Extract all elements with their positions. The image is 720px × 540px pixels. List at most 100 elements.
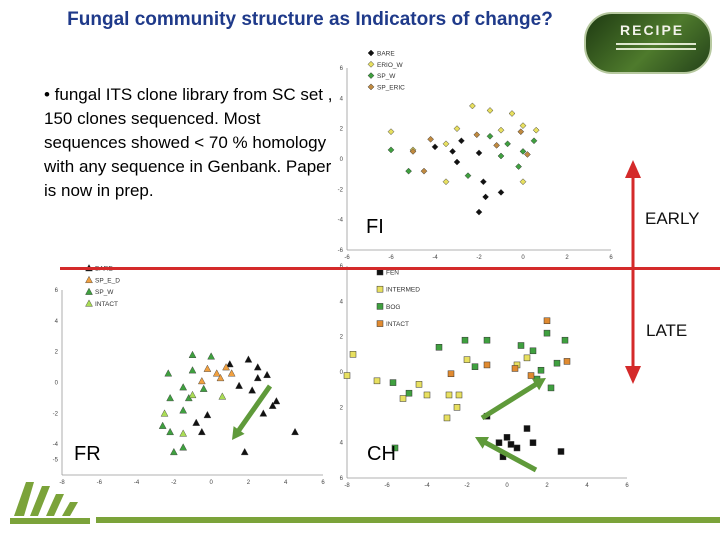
y-tick-label: -2 (53, 411, 59, 417)
data-point (442, 178, 450, 186)
data-point (563, 358, 571, 365)
legend-entry: SP_W (377, 73, 396, 80)
data-point (225, 360, 234, 368)
corner-logo-icon (10, 482, 90, 524)
data-point (447, 370, 455, 378)
y-tick-label: 4 (340, 96, 344, 102)
data-point (405, 167, 412, 175)
y-tick-label: -2 (338, 187, 344, 193)
x-tick-label: -4 (424, 483, 430, 489)
y-tick-label: 2 (340, 127, 344, 133)
data-point (244, 355, 253, 363)
y-tick-label: -4 (53, 442, 59, 448)
data-point (240, 447, 249, 456)
data-point (166, 427, 174, 436)
x-tick-label: 4 (284, 480, 288, 486)
legend-marker (376, 303, 384, 310)
data-point (461, 336, 469, 344)
data-point (547, 384, 555, 392)
y-tick-label: -6 (338, 248, 344, 254)
data-point (513, 444, 521, 452)
bullet-text: • fungal ITS clone library from SC set ,… (44, 85, 333, 200)
x-tick-label: -6 (384, 483, 390, 489)
late-label: LATE (646, 321, 688, 340)
y-tick-label: 4 (340, 441, 344, 447)
legend-marker (85, 287, 93, 295)
legend-entry: BOG (386, 304, 400, 311)
data-point (170, 447, 178, 456)
data-point (391, 444, 399, 452)
data-point (561, 336, 569, 344)
data-point (497, 126, 505, 134)
data-point (529, 347, 537, 355)
legend-entry: INTACT (386, 321, 409, 328)
data-point (511, 365, 519, 372)
legend-entry: BARE (377, 51, 395, 58)
data-point (532, 126, 540, 134)
data-point (495, 439, 503, 446)
recipe-logo-subtitle (616, 43, 696, 45)
legend-entry: ERIO_W (377, 62, 404, 69)
data-point (480, 178, 487, 186)
ch-trend-arrow-up (480, 378, 546, 421)
data-point (530, 137, 538, 145)
data-point (268, 401, 277, 409)
x-tick-label: 6 (625, 483, 629, 489)
data-point (482, 193, 489, 201)
data-point (527, 372, 535, 379)
data-point (192, 418, 201, 426)
x-tick-label: -2 (464, 483, 470, 489)
data-point (449, 148, 456, 155)
y-tick-label: 6 (340, 66, 344, 72)
legend-entry: FEN (386, 270, 399, 277)
x-tick-label: 2 (565, 255, 569, 261)
data-point (431, 143, 439, 151)
data-point (158, 421, 167, 429)
data-point (453, 125, 461, 133)
data-point (515, 163, 522, 170)
data-point (537, 366, 545, 374)
data-point (504, 140, 511, 148)
data-point (216, 373, 225, 382)
data-point (405, 389, 413, 397)
data-point (557, 448, 565, 455)
data-point (160, 409, 169, 417)
legend-entry: INTERMED (386, 287, 420, 294)
legend-entry: SP_ERIC (377, 84, 405, 91)
data-point (453, 404, 461, 411)
ch-plot-label: CH (367, 443, 396, 465)
data-point (519, 122, 527, 129)
data-point (188, 366, 197, 374)
x-tick-label: -4 (432, 255, 438, 261)
data-point (471, 363, 479, 370)
data-point (263, 370, 271, 378)
early-label: EARLY (645, 209, 700, 228)
x-tick-label: -2 (476, 255, 482, 261)
data-point (166, 393, 174, 402)
data-point (253, 363, 262, 371)
y-tick-label: 6 (55, 288, 59, 294)
data-point (387, 146, 395, 154)
data-point (497, 189, 505, 196)
legend-marker (376, 285, 384, 293)
data-point (523, 354, 531, 362)
data-point (212, 369, 221, 377)
y-tick-label: 2 (340, 335, 344, 341)
data-point (435, 344, 443, 351)
x-tick-label: 6 (321, 480, 325, 486)
fi-plot-label: FI (366, 216, 384, 238)
data-point (272, 397, 281, 405)
data-point (486, 107, 494, 114)
x-tick-label: -4 (134, 480, 140, 486)
data-point (469, 102, 476, 110)
data-point (543, 317, 551, 325)
ch-trend-arrow-down (475, 436, 538, 473)
data-point (543, 329, 551, 337)
data-point (389, 379, 397, 386)
fr-trend-arrow (232, 384, 273, 440)
fr-plot-label: FR (74, 443, 101, 465)
data-point (475, 149, 483, 157)
data-point (164, 369, 173, 377)
x-tick-label: -6 (344, 255, 350, 261)
